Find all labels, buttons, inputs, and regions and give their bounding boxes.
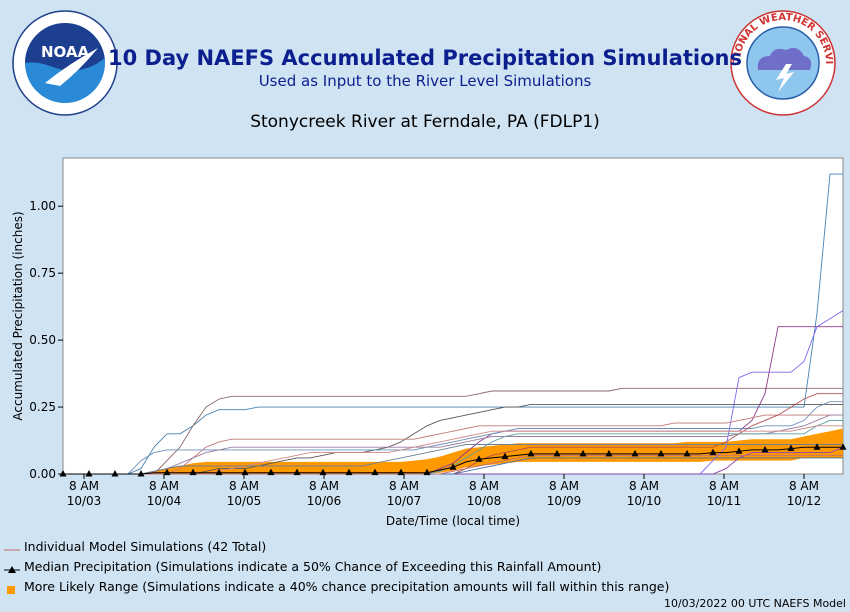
median-marker — [397, 468, 405, 476]
x-tick-date: 10/08 — [467, 494, 502, 508]
median-marker — [85, 470, 93, 477]
station-name: Stonycreek River at Ferndale, PA (FDLP1) — [250, 112, 600, 132]
nws-logo: NATIONAL WEATHER SERVICE — [724, 0, 838, 118]
model-run-note: 10/03/2022 00 UTC NAEFS Model — [663, 597, 846, 610]
median-marker — [59, 470, 67, 477]
median-marker — [735, 447, 743, 454]
x-tick-date: 10/09 — [547, 494, 582, 508]
x-tick-time: 8 AM — [309, 479, 339, 493]
median-marker — [631, 449, 639, 457]
median-marker — [293, 468, 301, 476]
x-tick-date: 10/10 — [627, 494, 662, 508]
median-marker — [553, 449, 561, 457]
x-axis-label: Date/Time (local time) — [386, 514, 520, 528]
x-tick-time: 8 AM — [629, 479, 659, 493]
legend-median-swatch — [4, 563, 20, 573]
simulation-line-13 — [63, 444, 843, 475]
x-tick-time: 8 AM — [389, 479, 419, 493]
legend-individual-label: Individual Model Simulations (42 Total) — [23, 539, 267, 554]
median-marker — [449, 463, 457, 470]
median-marker — [709, 448, 717, 456]
y-tick-label: 0.50 — [29, 333, 56, 347]
x-tick-time: 8 AM — [469, 479, 499, 493]
median-marker — [657, 449, 665, 457]
legend-range-swatch — [4, 583, 20, 594]
median-marker — [527, 449, 535, 457]
x-tick-time: 8 AM — [709, 479, 739, 493]
median-marker — [683, 449, 691, 457]
y-tick-label: 1.00 — [29, 199, 56, 213]
median-marker — [579, 449, 587, 457]
legend-individual-swatch — [4, 543, 20, 553]
legend-median-label: Median Precipitation (Simulations indica… — [23, 559, 602, 574]
x-tick-date: 10/04 — [147, 494, 182, 508]
median-marker — [267, 468, 275, 476]
x-tick-date: 10/05 — [227, 494, 262, 508]
median-marker — [189, 468, 197, 476]
x-tick-time: 8 AM — [149, 479, 179, 493]
median-marker — [423, 468, 431, 476]
simulation-line-8 — [63, 414, 843, 475]
median-marker — [605, 449, 613, 457]
y-tick-label: 0.75 — [29, 266, 56, 280]
x-tick-date: 10/11 — [707, 494, 742, 508]
median-marker — [215, 468, 223, 476]
median-marker — [137, 470, 145, 477]
median-marker — [163, 468, 171, 476]
median-marker — [345, 468, 353, 476]
legend-range-label: More Likely Range (Simulations indicate … — [23, 579, 670, 594]
x-tick-date: 10/03 — [67, 494, 102, 508]
page-title: 10 Day NAEFS Accumulated Precipitation S… — [107, 46, 742, 70]
page-subtitle: Used as Input to the River Level Simulat… — [258, 72, 592, 90]
median-marker — [813, 443, 821, 450]
y-tick-label: 0.25 — [29, 400, 56, 414]
x-tick-time: 8 AM — [549, 479, 579, 493]
x-tick-time: 8 AM — [789, 479, 819, 493]
legend-range: More Likely Range (Simulations indicate … — [4, 579, 669, 594]
median-marker — [111, 470, 119, 477]
legend-individual: Individual Model Simulations (42 Total) — [4, 539, 266, 554]
y-axis-label: Accumulated Precipitation (inches) — [11, 211, 25, 420]
median-marker — [241, 468, 249, 476]
likely-range-layer — [63, 428, 843, 474]
y-tick-label: 0.00 — [29, 467, 56, 481]
simulation-line-2 — [63, 387, 843, 475]
median-marker — [839, 443, 847, 450]
noaa-logo: NOAA — [10, 8, 120, 118]
legend-median: Median Precipitation (Simulations indica… — [4, 559, 601, 574]
plot-area — [62, 157, 844, 475]
likely-range-band — [63, 428, 843, 474]
x-tick-date: 10/06 — [307, 494, 342, 508]
x-tick-time: 8 AM — [69, 479, 99, 493]
noaa-logo-text: NOAA — [41, 43, 90, 61]
simulation-line-7 — [63, 401, 843, 475]
x-tick-date: 10/12 — [787, 494, 822, 508]
median-marker — [475, 455, 483, 462]
median-marker — [319, 468, 327, 476]
median-marker — [761, 445, 769, 453]
median-marker — [501, 452, 509, 460]
x-tick-time: 8 AM — [229, 479, 259, 493]
median-marker — [371, 468, 379, 476]
median-marker — [787, 444, 795, 452]
median-layer — [59, 443, 847, 477]
x-tick-date: 10/07 — [387, 494, 422, 508]
